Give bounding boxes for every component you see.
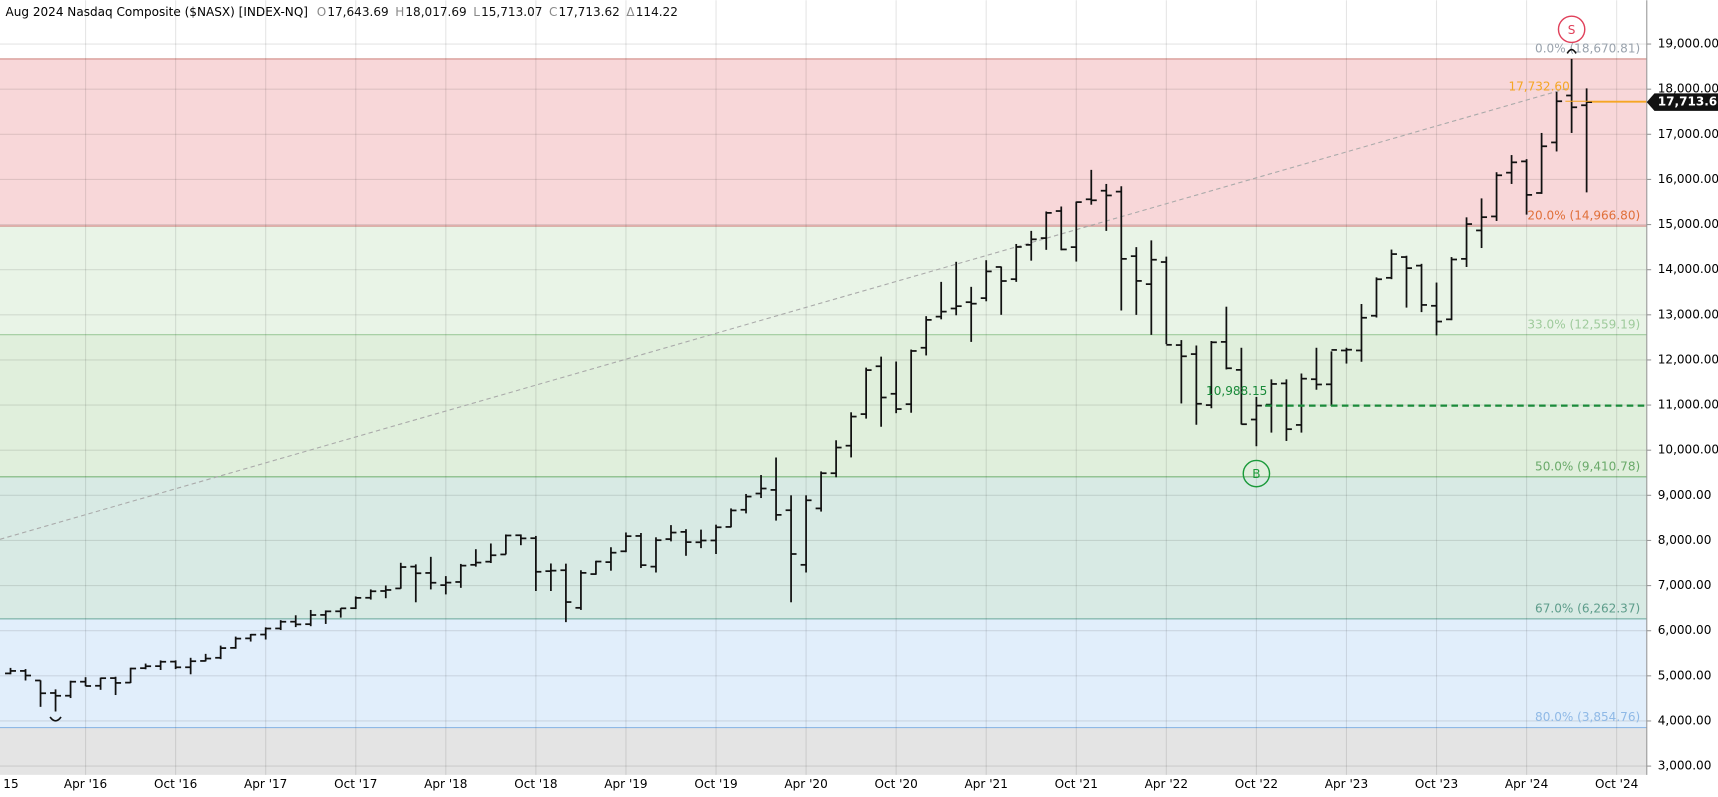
x-tick-label: Oct '18 [514, 777, 557, 791]
y-tick-label: 8,000.00 [1658, 533, 1712, 547]
signal-label: B [1252, 467, 1260, 481]
x-tick-label: Apr '17 [244, 777, 287, 791]
summary-key: C [549, 5, 557, 19]
fib-label: 80.0% (3,854.76) [1535, 710, 1640, 724]
high-arc [1566, 48, 1577, 54]
y-tick-label: 7,000.00 [1658, 578, 1712, 592]
low-arc [49, 716, 62, 722]
fib-label: 20.0% (14,966.80) [1527, 209, 1640, 223]
summary-key: H [395, 5, 404, 19]
fib-label: 0.0% (18,670.81) [1535, 42, 1640, 56]
annotation-label: 17,732.60 [1508, 80, 1569, 94]
fib-zones [0, 58, 1647, 775]
chart-title: Aug 2024 Nasdaq Composite ($NASX) [INDEX… [5, 5, 308, 19]
x-tick-label: Apr '19 [604, 777, 647, 791]
last-price-tag [1646, 93, 1718, 111]
fib-zone [0, 476, 1647, 619]
fib-zone [0, 334, 1647, 477]
y-tick-label: 18,000.00 [1658, 82, 1718, 96]
signal-marker [1242, 459, 1271, 488]
bars [5, 58, 1593, 712]
fib-label: 67.0% (6,262.37) [1535, 602, 1640, 616]
grid [0, 0, 1647, 775]
y-tick-label: 3,000.00 [1658, 759, 1712, 773]
fib-zone [0, 58, 1647, 227]
y-tick-label: 12,000.00 [1658, 352, 1718, 366]
x-tick-label: Oct '20 [874, 777, 917, 791]
fib-zone [0, 226, 1647, 335]
y-tick-label: 10,000.00 [1658, 443, 1718, 457]
y-tick-label: 14,000.00 [1658, 262, 1718, 276]
summary-key: L [473, 5, 480, 19]
summary-value: 18,017.69 [405, 5, 466, 19]
y-tick-label: 9,000.00 [1658, 488, 1712, 502]
y-tick-label: 5,000.00 [1658, 668, 1712, 682]
x-tick-label: Apr '18 [424, 777, 467, 791]
y-tick-label: 6,000.00 [1658, 623, 1712, 637]
x-tick-label: Oct '19 [694, 777, 737, 791]
x-tick-label: Oct '22 [1235, 777, 1278, 791]
signal-marker [1557, 15, 1586, 44]
y-tick-label: 17,000.00 [1658, 127, 1718, 141]
x-tick-label: Oct '21 [1055, 777, 1098, 791]
y-tick-label: 19,000.00 [1658, 37, 1718, 51]
overlays: 0.0% (18,670.81) 20.0% (14,966.80) 33.0% (… [49, 15, 1647, 724]
x-tick-label: Apr '23 [1325, 777, 1368, 791]
x-tick-label: Oct '16 [154, 777, 197, 791]
fib-label: 50.0% (9,410.78) [1535, 459, 1640, 473]
y-tick-label: 4,000.00 [1658, 713, 1712, 727]
y-tick-label: 13,000.00 [1658, 307, 1718, 321]
last-price-label: 17,713.62 [1658, 95, 1718, 109]
summary-value: 17,713.62 [559, 5, 620, 19]
summary-key: Δ [626, 5, 635, 19]
x-tick-label: Apr '20 [784, 777, 827, 791]
x-tick-label: Oct '24 [1595, 777, 1638, 791]
summary-value: 15,713.07 [481, 5, 542, 19]
annotation-label: 10,988.15 [1206, 384, 1267, 398]
x-tick-label: Oct '17 [334, 777, 377, 791]
x-tick-label: Apr '16 [64, 777, 107, 791]
y-tick-label: 16,000.00 [1658, 172, 1718, 186]
signal-label: S [1568, 23, 1576, 37]
x-tick-label: Oct '23 [1415, 777, 1458, 791]
x-tick-label: Apr '22 [1145, 777, 1188, 791]
fib-zone [0, 618, 1647, 728]
summary-value: 114.22 [636, 5, 678, 19]
summary-key: O [317, 5, 326, 19]
summary-value: 17,643.69 [327, 5, 388, 19]
y-tick-label: 15,000.00 [1658, 217, 1718, 231]
x-tick-label: Apr '24 [1505, 777, 1548, 791]
x-tick-label: 15 [3, 777, 18, 791]
fib-label: 33.0% (12,559.19) [1527, 317, 1640, 331]
y-tick-label: 11,000.00 [1658, 398, 1718, 412]
trend-line [0, 87, 1570, 540]
x-tick-label: Apr '21 [965, 777, 1008, 791]
fib-zone [0, 727, 1647, 775]
